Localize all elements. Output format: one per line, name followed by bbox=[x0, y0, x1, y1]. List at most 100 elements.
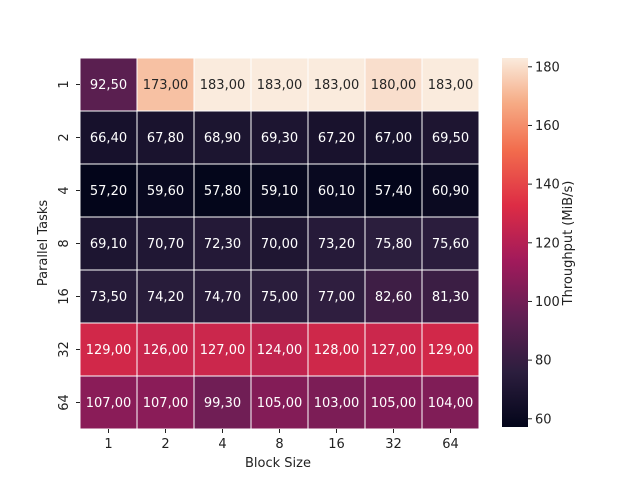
cell-value-label: 99,30 bbox=[204, 396, 241, 411]
heatmap-cell bbox=[250, 375, 309, 430]
cell-value-label: 105,00 bbox=[257, 396, 303, 411]
cell-value-label: 67,00 bbox=[375, 131, 412, 146]
cell-value-label: 69,10 bbox=[90, 237, 127, 252]
y-tick-label: 4 bbox=[57, 186, 72, 194]
colorbar bbox=[502, 58, 528, 427]
colorbar-tick-label: 160 bbox=[535, 119, 560, 134]
cell-value-label: 67,20 bbox=[318, 131, 355, 146]
cell-value-label: 59,10 bbox=[261, 184, 298, 199]
cell-value-label: 126,00 bbox=[143, 343, 189, 358]
cell-value-label: 60,10 bbox=[318, 184, 355, 199]
colorbar-tick-label: 120 bbox=[535, 236, 560, 251]
colorbar-tick-label: 60 bbox=[535, 412, 552, 427]
cell-value-label: 72,30 bbox=[204, 237, 241, 252]
cell-value-label: 105,00 bbox=[371, 396, 417, 411]
y-tick-label: 1 bbox=[57, 80, 72, 88]
heatmap-cell bbox=[364, 216, 423, 271]
colorbar-ticks: 60 80 100 120 140 160 180 bbox=[528, 60, 560, 427]
cell-value-label: 173,00 bbox=[143, 78, 189, 93]
cell-value-label: 183,00 bbox=[257, 78, 303, 93]
heatmap-cell bbox=[307, 110, 366, 165]
cell-value-label: 127,00 bbox=[200, 343, 246, 358]
x-axis-label: Block Size bbox=[245, 456, 311, 471]
heatmap-cell bbox=[193, 375, 252, 430]
cell-value-label: 67,80 bbox=[147, 131, 184, 146]
heatmap-cell bbox=[79, 375, 138, 430]
y-tick-label: 32 bbox=[57, 341, 72, 358]
cell-value-label: 74,20 bbox=[147, 290, 184, 305]
y-axis-label: Parallel Tasks bbox=[36, 200, 51, 287]
cell-value-label: 82,60 bbox=[375, 290, 412, 305]
heatmap-cell bbox=[421, 163, 480, 218]
cell-value-label: 183,00 bbox=[428, 78, 474, 93]
cell-value-label: 59,60 bbox=[147, 184, 184, 199]
cell-value-label: 57,20 bbox=[90, 184, 127, 199]
colorbar-label: Throughput (MiB/s) bbox=[561, 181, 576, 307]
cell-value-label: 81,30 bbox=[432, 290, 469, 305]
x-tick-label: 1 bbox=[104, 437, 112, 452]
colorbar-tick-label: 140 bbox=[535, 178, 560, 193]
cell-value-label: 128,00 bbox=[314, 343, 360, 358]
cell-value-label: 57,40 bbox=[375, 184, 412, 199]
colorbar-tick-label: 180 bbox=[535, 60, 560, 75]
cell-value-label: 68,90 bbox=[204, 131, 241, 146]
heatmap-cell bbox=[421, 322, 480, 377]
cell-value-label: 77,00 bbox=[318, 290, 355, 305]
cell-value-label: 107,00 bbox=[143, 396, 189, 411]
heatmap-cell bbox=[136, 322, 195, 377]
heatmap-cell bbox=[307, 163, 366, 218]
cell-value-label: 66,40 bbox=[90, 131, 127, 146]
heatmap-cell bbox=[421, 375, 480, 430]
heatmap-cell bbox=[250, 216, 309, 271]
y-tick-label: 8 bbox=[57, 239, 72, 247]
cell-value-label: 69,30 bbox=[261, 131, 298, 146]
cell-value-label: 127,00 bbox=[371, 343, 417, 358]
x-tick-label: 4 bbox=[218, 437, 226, 452]
cell-value-label: 70,70 bbox=[147, 237, 184, 252]
heatmap-cell bbox=[79, 322, 138, 377]
cell-value-label: 103,00 bbox=[314, 396, 360, 411]
x-axis-ticks: 1 2 4 8 16 32 64 bbox=[104, 429, 459, 452]
cell-value-label: 60,90 bbox=[432, 184, 469, 199]
heatmap-cell bbox=[193, 57, 252, 112]
heatmap-cell bbox=[250, 163, 309, 218]
cell-value-label: 107,00 bbox=[86, 396, 132, 411]
cell-value-label: 124,00 bbox=[257, 343, 303, 358]
cell-value-label: 129,00 bbox=[86, 343, 132, 358]
cell-value-label: 69,50 bbox=[432, 131, 469, 146]
cell-value-label: 104,00 bbox=[428, 396, 474, 411]
colorbar-tick-label: 100 bbox=[535, 295, 560, 310]
heatmap-cell bbox=[193, 269, 252, 324]
colorbar-tick-label: 80 bbox=[535, 354, 552, 369]
heatmap-cell bbox=[421, 110, 480, 165]
y-axis-ticks: 1 2 4 8 16 32 64 bbox=[57, 80, 80, 411]
cell-annotations: 92,50 173,00 183,00 183,00 183,00 180,00 183,0… bbox=[86, 78, 474, 411]
x-tick-label: 32 bbox=[385, 437, 402, 452]
heatmap-cell bbox=[250, 322, 309, 377]
cell-value-label: 183,00 bbox=[200, 78, 246, 93]
cell-value-label: 57,80 bbox=[204, 184, 241, 199]
cell-value-label: 75,80 bbox=[375, 237, 412, 252]
x-tick-label: 64 bbox=[442, 437, 459, 452]
cell-value-label: 75,60 bbox=[432, 237, 469, 252]
cell-value-label: 70,00 bbox=[261, 237, 298, 252]
heatmap-cell bbox=[307, 322, 366, 377]
x-tick-label: 2 bbox=[161, 437, 169, 452]
cell-value-label: 75,00 bbox=[261, 290, 298, 305]
heatmap-cell bbox=[136, 216, 195, 271]
heatmap-cell bbox=[421, 216, 480, 271]
heatmap-cell bbox=[136, 57, 195, 112]
cell-value-label: 129,00 bbox=[428, 343, 474, 358]
cell-value-label: 183,00 bbox=[314, 78, 360, 93]
heatmap-cell bbox=[136, 163, 195, 218]
heatmap-cell bbox=[364, 163, 423, 218]
x-tick-label: 8 bbox=[275, 437, 283, 452]
heatmap-cell bbox=[364, 57, 423, 112]
heatmap-cell bbox=[193, 163, 252, 218]
heatmap-cell bbox=[79, 216, 138, 271]
cell-value-label: 180,00 bbox=[371, 78, 417, 93]
y-tick-label: 2 bbox=[57, 133, 72, 141]
heatmap-cells bbox=[79, 57, 480, 430]
y-tick-label: 64 bbox=[57, 394, 72, 411]
